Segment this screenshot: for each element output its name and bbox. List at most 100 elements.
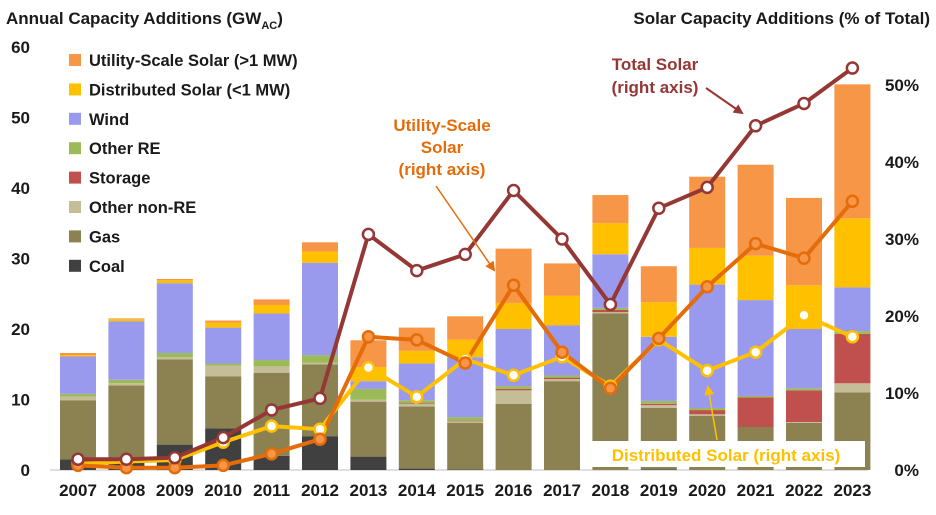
line-point [603,297,618,312]
line-point [506,278,521,292]
legend-swatch [69,112,81,125]
bar-segment [544,379,580,382]
line-point [168,450,182,465]
line-point [797,96,811,111]
y-tick-label: 40 [11,179,30,198]
annotation-utility-solar: Utility-Scale Solar (right axis) [393,116,496,272]
bar-segment [447,421,484,423]
y2-tick-label: 50% [885,76,919,95]
legend-label: Gas [89,228,120,246]
bar-segment [108,379,145,384]
annotation-utility-solar-arrow [435,185,496,272]
bar-segment [447,339,484,358]
line-point [748,119,763,133]
y-tick-label: 60 [11,38,30,57]
bar-segment [108,319,145,322]
bar-segment [495,390,532,404]
legend-label: Storage [89,170,150,188]
line-point [458,356,472,370]
bars-group [60,84,871,470]
bar-segment [447,420,484,422]
line-point [555,232,569,246]
line-point [700,180,714,195]
lines-group [71,61,860,475]
bar-segment [786,422,822,423]
line-point [264,403,279,417]
bar-segment [592,223,629,255]
bar-segment [156,280,193,284]
legend-swatch [69,83,81,96]
left-axis-title: Annual Capacity Additions (GWAC) [6,9,283,32]
bar-segment [60,355,96,357]
annotation-total-solar-line1: Total Solar [612,55,699,74]
axes: 0 10 20 30 40 50 60 0% 10% 20% 30% 40% 50% 2007 2008 20… [11,38,919,500]
y2-tick-label: 30% [885,230,919,249]
bar-segment [253,366,290,373]
bar-segment [689,410,726,415]
annotation-distributed-solar-arrow [704,385,718,441]
bar-segment [592,312,629,314]
legend-label: Wind [89,111,129,129]
bar-segment [156,283,193,353]
x-tick-label: 2010 [204,481,242,500]
bar-segment [60,396,96,401]
bar-segment [544,263,580,296]
x-tick-label: 2011 [253,481,290,500]
bar-segment [253,455,290,470]
bar-segment [205,320,242,323]
bar-segment [786,390,822,423]
y2-tick-label: 40% [885,153,919,172]
x-tick-label: 2009 [156,481,194,500]
bar-segment [495,403,532,470]
x-tick-label: 2013 [349,481,387,500]
line-point [506,183,521,198]
x-tick-label: 2007 [59,481,97,500]
legend-label: Distributed Solar (<1 MW) [89,81,290,99]
bar-segment [108,321,145,380]
line-point [748,345,763,359]
bar-segment [253,360,290,367]
legend-swatch [69,54,81,66]
line-point [555,345,569,359]
line-point [797,251,811,265]
bar-segment [60,393,96,397]
bar-segment [156,359,193,445]
annotation-distributed-solar-bg [585,441,865,467]
line-point [264,447,279,461]
y-tick-label: 10 [11,391,30,410]
y2-tick-label: 10% [885,384,919,403]
bar-segment [544,375,580,378]
line-point [700,363,714,378]
legend-swatch [69,201,81,213]
line-point [313,391,327,406]
y2-tick-label: 0% [894,461,919,480]
bar-segment [640,469,677,470]
bar-segment [495,248,532,303]
bar-segment [108,318,145,320]
right-axis-title: Solar Capacity Additions (% of Total) [633,9,930,28]
line-point [410,263,424,278]
bar-segment [350,401,387,457]
bar-segment [302,362,338,365]
annotation-distributed-solar-text: Distributed Solar (right axis) [612,446,841,465]
bar-segment [398,468,435,470]
bar-segment [205,327,242,364]
line-point [700,279,714,294]
line-point [603,381,618,396]
bar-segment [447,469,484,470]
annotation-utility-solar-line3: (right axis) [399,160,486,179]
y-tick-label: 0 [21,461,30,480]
line-point [216,458,230,473]
bar-segment [60,352,96,356]
x-tick-label: 2021 [737,481,775,500]
line-point [458,247,472,262]
bar-segment [544,381,580,470]
bar-segment [60,400,96,460]
bar-segment [108,383,145,386]
bar-segment [302,251,338,263]
legend-swatch [69,142,81,155]
bar-segment [640,266,677,303]
x-tick-label: 2020 [688,481,726,500]
